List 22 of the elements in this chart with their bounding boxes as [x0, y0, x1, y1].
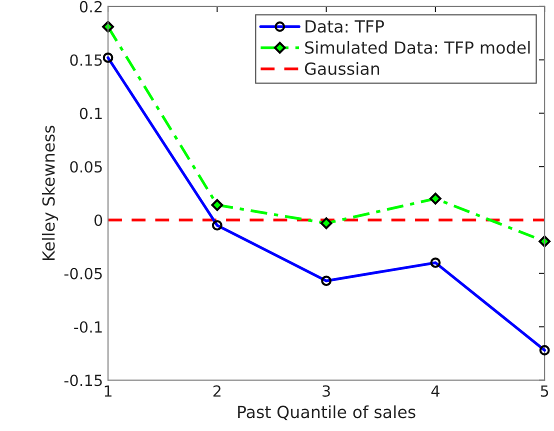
- y-tick-label: -0.05: [64, 268, 102, 280]
- y-tick-label: 0.1: [80, 108, 102, 120]
- y-tick-label: -0.1: [74, 321, 102, 333]
- x-tick-label: 1: [104, 385, 112, 397]
- y-tick-label: 0.05: [70, 161, 102, 173]
- x-tick-label: 5: [540, 385, 548, 397]
- point: [211, 199, 224, 212]
- legend-label: Simulated Data: TFP model: [305, 40, 530, 54]
- legend-label: Gaussian: [304, 62, 380, 75]
- point: [102, 20, 114, 33]
- point: [429, 192, 442, 205]
- x-tick-label: 2: [213, 385, 220, 397]
- y-tick-label: 0.2: [80, 0, 102, 12]
- y-axis-title: Kelley Skewness: [42, 126, 58, 260]
- y-tick-label: 0.15: [70, 54, 102, 66]
- legend-label: Data: TFP: [306, 20, 384, 33]
- y-tick-label: -0.15: [64, 374, 102, 386]
- x-tick-label: 4: [431, 385, 440, 397]
- point: [320, 217, 332, 230]
- x-tick-label: 3: [322, 385, 330, 397]
- y-tick-label: 0: [94, 214, 102, 226]
- x-axis-title: Past Quantile of sales: [238, 405, 416, 420]
